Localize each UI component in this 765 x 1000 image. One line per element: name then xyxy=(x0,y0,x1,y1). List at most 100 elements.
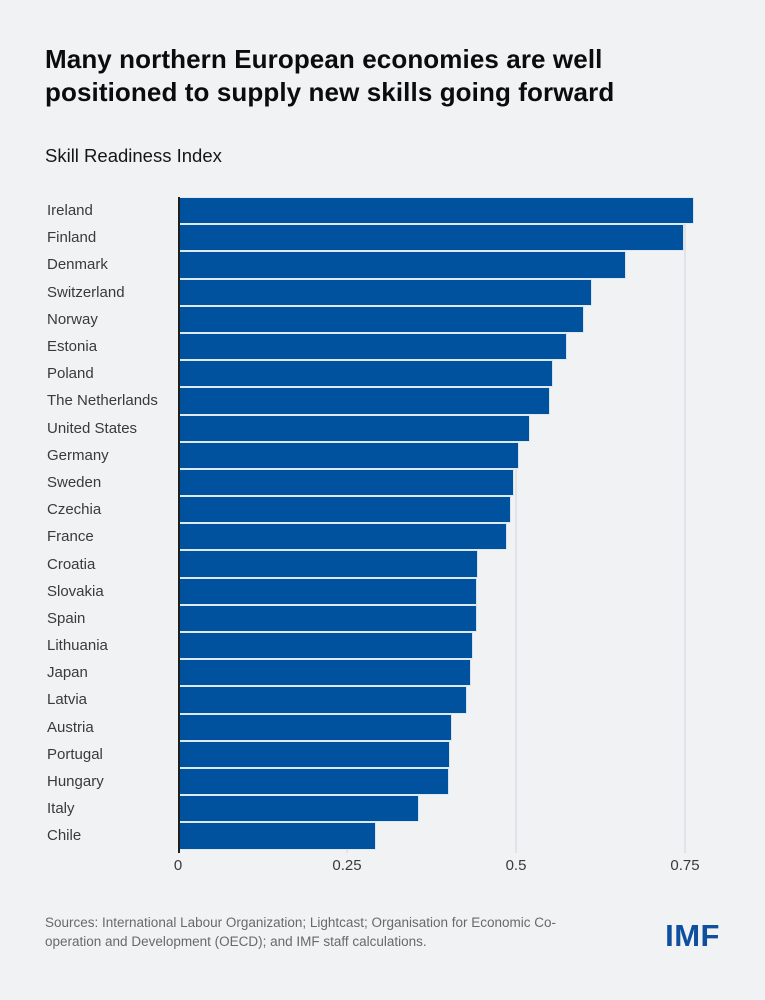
bar-track xyxy=(178,224,759,252)
chart-row: Denmark xyxy=(45,251,759,279)
bar xyxy=(180,468,514,497)
bar-track xyxy=(178,305,759,333)
bar-track xyxy=(178,414,759,442)
country-label: Lithuania xyxy=(47,637,108,655)
chart-row: France xyxy=(45,523,759,551)
country-label: Poland xyxy=(47,365,94,383)
country-label: Sweden xyxy=(47,473,102,491)
country-label: Portugal xyxy=(47,745,103,763)
bar xyxy=(180,197,694,225)
country-label: Japan xyxy=(47,664,88,682)
bar-rows: Ireland Finland Denmark Switzerland Norw… xyxy=(45,197,759,850)
bar xyxy=(180,305,585,333)
country-label: France xyxy=(47,528,94,546)
chart-row: Switzerland xyxy=(45,278,759,306)
page-title-line-1: Many northern European economies are wel… xyxy=(45,44,603,74)
x-tick-label: 0.25 xyxy=(332,857,362,874)
country-label: Finland xyxy=(47,229,97,247)
bar-chart: Ireland Finland Denmark Switzerland Norw… xyxy=(45,197,759,897)
bar-track xyxy=(178,659,759,687)
bar-track xyxy=(178,441,759,469)
bar-track xyxy=(178,686,759,714)
country-label: Austria xyxy=(47,718,94,736)
sources-note: Sources: International Labour Organizati… xyxy=(45,914,556,951)
x-tick-label: 0.75 xyxy=(670,857,700,874)
bar xyxy=(180,523,508,551)
chart-row: Latvia xyxy=(45,686,759,714)
bar xyxy=(180,822,377,850)
bar-track xyxy=(178,767,759,796)
country-label: Estonia xyxy=(47,338,98,356)
chart-row: The Netherlands xyxy=(45,387,759,415)
bar-track xyxy=(178,632,759,660)
bar xyxy=(180,713,452,741)
chart-row: Czechia xyxy=(45,496,759,524)
bar xyxy=(180,360,554,388)
country-label: Latvia xyxy=(47,691,88,709)
bar xyxy=(180,767,450,796)
country-label: United States xyxy=(47,419,138,437)
country-label: Italy xyxy=(47,800,75,818)
chart-row: United States xyxy=(45,414,759,442)
country-label: Chile xyxy=(47,827,82,845)
bar xyxy=(180,251,627,279)
country-label: Switzerland xyxy=(47,283,125,301)
chart-row: Ireland xyxy=(45,197,759,225)
bar xyxy=(180,387,551,415)
bar xyxy=(180,332,567,361)
imf-logo: IMF xyxy=(665,918,720,953)
country-label: Norway xyxy=(47,310,98,328)
bar xyxy=(180,604,477,632)
bar xyxy=(180,659,472,687)
chart-row: Poland xyxy=(45,360,759,388)
bar xyxy=(180,740,451,768)
bar xyxy=(180,496,512,524)
bar-track xyxy=(178,251,759,279)
bar-track xyxy=(178,550,759,578)
chart-row: Japan xyxy=(45,659,759,687)
chart-row: Norway xyxy=(45,305,759,333)
country-label: Croatia xyxy=(47,555,96,573)
page-title-line-2: positioned to supply new skills going fo… xyxy=(45,77,615,107)
chart-row: Italy xyxy=(45,795,759,823)
bar xyxy=(180,577,478,605)
country-label: Denmark xyxy=(47,256,108,274)
bar-track xyxy=(178,360,759,388)
country-label: Germany xyxy=(47,446,109,464)
country-label: Ireland xyxy=(47,202,93,220)
chart-row: Austria xyxy=(45,713,759,741)
country-label: Slovakia xyxy=(47,582,104,600)
x-tick-label: 0 xyxy=(173,857,183,874)
bar xyxy=(180,278,593,306)
chart-row: Croatia xyxy=(45,550,759,578)
chart-row: Hungary xyxy=(45,767,759,796)
chart-row: Portugal xyxy=(45,740,759,768)
bar xyxy=(180,632,473,660)
country-label: Czechia xyxy=(47,501,102,519)
chart-subtitle: Skill Readiness Index xyxy=(45,145,222,166)
bar-track xyxy=(178,740,759,768)
bar-track xyxy=(178,332,759,361)
bar-track xyxy=(178,468,759,497)
bar xyxy=(180,795,419,823)
bar-track xyxy=(178,387,759,415)
bar xyxy=(180,686,468,714)
chart-row: Germany xyxy=(45,441,759,469)
chart-row: Sweden xyxy=(45,468,759,497)
country-label: Hungary xyxy=(47,773,104,791)
bar xyxy=(180,441,520,469)
chart-row: Lithuania xyxy=(45,632,759,660)
bar xyxy=(180,414,531,442)
bar-track xyxy=(178,577,759,605)
bar-track xyxy=(178,496,759,524)
sources-line-2: operation and Development (OECD); and IM… xyxy=(45,933,427,949)
footer: Sources: International Labour Organizati… xyxy=(45,914,720,954)
bar-track xyxy=(178,713,759,741)
bar-track xyxy=(178,795,759,823)
chart-row: Estonia xyxy=(45,332,759,361)
bar-track xyxy=(178,278,759,306)
bar-track xyxy=(178,822,759,850)
bar-track xyxy=(178,523,759,551)
bar xyxy=(180,224,684,252)
